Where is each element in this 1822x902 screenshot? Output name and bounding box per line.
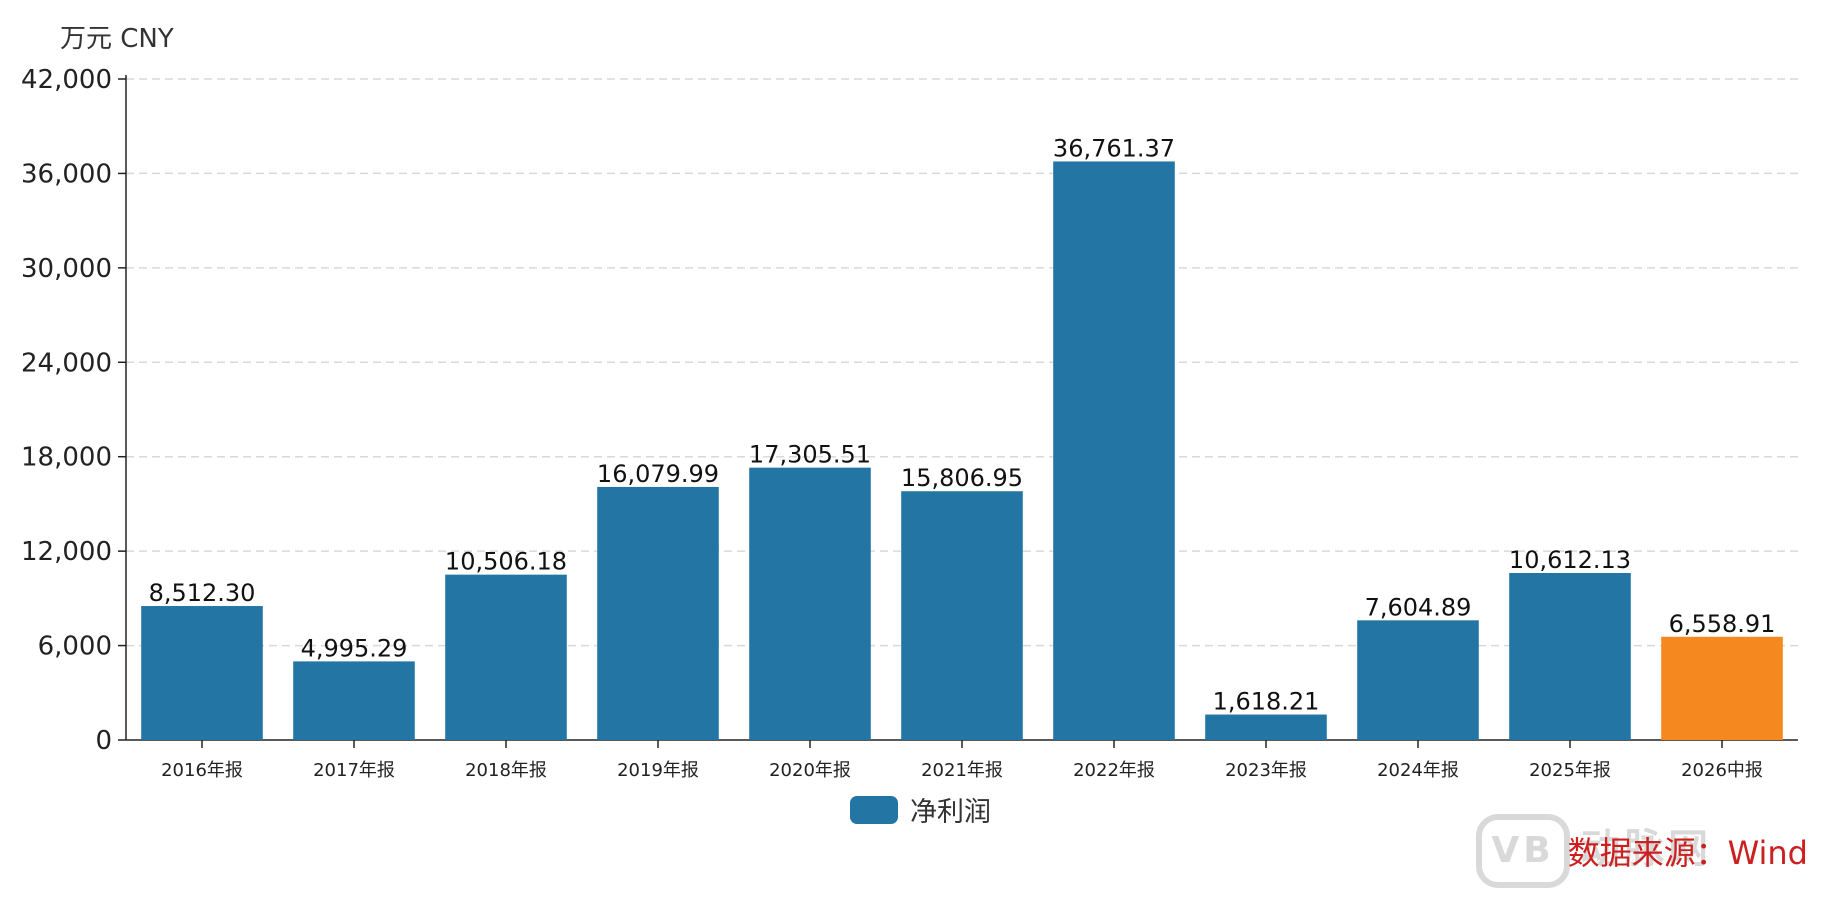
x-tick-label: 2020年报 xyxy=(769,760,851,781)
data-label: 15,806.95 xyxy=(901,464,1023,492)
watermark-badge: VB xyxy=(1476,814,1570,888)
y-tick-label: 0 xyxy=(95,726,112,756)
x-tick-label: 2016年报 xyxy=(161,760,243,781)
data-label: 16,079.99 xyxy=(597,460,719,488)
data-label: 10,612.13 xyxy=(1509,546,1631,574)
x-tick-label: 2025年报 xyxy=(1529,760,1611,781)
y-tick-label: 36,000 xyxy=(21,159,112,189)
bar xyxy=(1509,572,1631,740)
unit-label: 万元 CNY xyxy=(60,24,174,54)
bar xyxy=(1357,620,1479,740)
bar xyxy=(749,467,871,740)
legend-swatch xyxy=(850,795,898,824)
data-label: 6,558.91 xyxy=(1669,610,1776,638)
bar xyxy=(1205,714,1327,740)
y-tick-label: 24,000 xyxy=(21,348,112,378)
x-tick-label: 2018年报 xyxy=(465,760,547,781)
y-tick-label: 42,000 xyxy=(21,65,112,95)
data-label: 7,604.89 xyxy=(1365,593,1472,621)
data-label: 10,506.18 xyxy=(445,548,567,576)
bar xyxy=(1661,636,1783,740)
bar xyxy=(901,491,1023,740)
bar xyxy=(293,661,415,740)
data-label: 8,512.30 xyxy=(149,579,256,607)
bar xyxy=(1053,161,1175,741)
data-label: 4,995.29 xyxy=(301,634,408,662)
watermark-logo: VB 动脉网 xyxy=(1476,814,1712,888)
bar xyxy=(445,574,567,740)
source-note: 数据来源：Wind xyxy=(1567,834,1808,872)
data-label: 1,618.21 xyxy=(1213,688,1320,716)
watermark-text: 动脉网 xyxy=(1580,826,1712,872)
x-tick-label: 2017年报 xyxy=(313,760,395,781)
x-tick-label: 2022年报 xyxy=(1073,760,1155,781)
bar xyxy=(141,606,263,740)
y-tick-label: 30,000 xyxy=(21,254,112,284)
bar xyxy=(597,486,719,740)
x-tick-label: 2021年报 xyxy=(921,760,1003,781)
y-tick-label: 18,000 xyxy=(21,443,112,473)
y-tick-label: 12,000 xyxy=(21,537,112,567)
x-tick-label: 2026中报 xyxy=(1681,760,1763,781)
data-label: 17,305.51 xyxy=(749,441,871,469)
x-tick-label: 2019年报 xyxy=(617,760,699,781)
x-tick-label: 2023年报 xyxy=(1225,760,1307,781)
x-tick-label: 2024年报 xyxy=(1377,760,1459,781)
data-label: 36,761.37 xyxy=(1053,134,1175,162)
legend: 净利润 xyxy=(850,790,991,829)
y-tick-label: 6,000 xyxy=(38,632,112,662)
legend-label: 净利润 xyxy=(910,797,991,828)
